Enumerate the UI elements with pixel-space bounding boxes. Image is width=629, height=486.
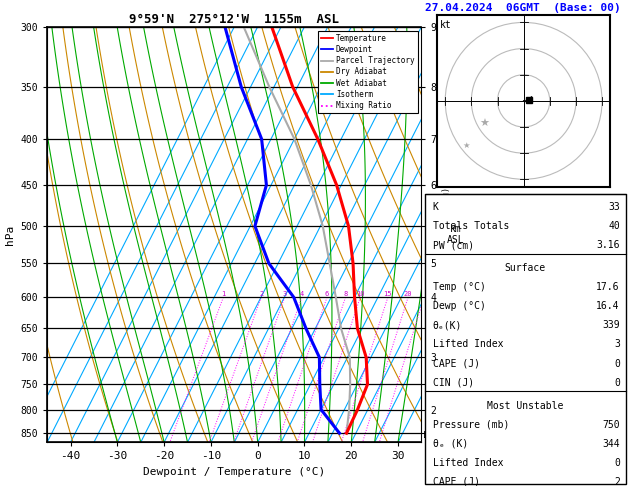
Text: 20: 20: [404, 291, 413, 297]
Text: 4: 4: [300, 291, 304, 297]
Text: 17.6: 17.6: [596, 282, 620, 292]
Text: ★: ★: [462, 141, 470, 150]
Text: 2: 2: [259, 291, 264, 297]
Text: kt: kt: [440, 20, 452, 30]
Text: 750: 750: [602, 419, 620, 430]
Text: Totals Totals: Totals Totals: [433, 221, 509, 231]
Text: 0: 0: [614, 359, 620, 368]
Text: CAPE (J): CAPE (J): [433, 359, 480, 368]
Text: 33: 33: [608, 202, 620, 212]
Text: 1: 1: [221, 291, 225, 297]
Text: 10: 10: [356, 291, 365, 297]
Text: 3.16: 3.16: [596, 240, 620, 250]
X-axis label: Dewpoint / Temperature (°C): Dewpoint / Temperature (°C): [143, 467, 325, 477]
Text: ★: ★: [479, 119, 489, 129]
Text: CIN (J): CIN (J): [433, 378, 474, 388]
Text: 0: 0: [614, 458, 620, 468]
Text: LCL: LCL: [423, 431, 439, 440]
Text: PW (cm): PW (cm): [433, 240, 474, 250]
Text: CAPE (J): CAPE (J): [433, 477, 480, 486]
Text: Temp (°C): Temp (°C): [433, 282, 486, 292]
Text: 6: 6: [325, 291, 329, 297]
Text: Most Unstable: Most Unstable: [487, 400, 564, 411]
Text: 16.4: 16.4: [596, 301, 620, 311]
Text: 40: 40: [608, 221, 620, 231]
Text: K: K: [433, 202, 438, 212]
Text: 0: 0: [614, 378, 620, 388]
Text: θₑ (K): θₑ (K): [433, 439, 468, 449]
Legend: Temperature, Dewpoint, Parcel Trajectory, Dry Adiabat, Wet Adiabat, Isotherm, Mi: Temperature, Dewpoint, Parcel Trajectory…: [318, 31, 418, 113]
Text: Dewp (°C): Dewp (°C): [433, 301, 486, 311]
Y-axis label: km
ASL: km ASL: [447, 224, 465, 245]
Y-axis label: hPa: hPa: [5, 225, 15, 244]
Text: 8: 8: [343, 291, 348, 297]
Text: 2: 2: [614, 477, 620, 486]
Text: 339: 339: [602, 320, 620, 330]
Text: Lifted Index: Lifted Index: [433, 458, 503, 468]
Text: θₑ(K): θₑ(K): [433, 320, 462, 330]
Text: Mixing Ratio (g/kg): Mixing Ratio (g/kg): [442, 187, 451, 282]
Text: Pressure (mb): Pressure (mb): [433, 419, 509, 430]
Text: 344: 344: [602, 439, 620, 449]
Text: Lifted Index: Lifted Index: [433, 339, 503, 349]
Text: 3: 3: [282, 291, 287, 297]
Text: 3: 3: [614, 339, 620, 349]
Title: 9°59'N  275°12'W  1155m  ASL: 9°59'N 275°12'W 1155m ASL: [130, 13, 339, 26]
Text: Surface: Surface: [504, 263, 546, 273]
Text: 27.04.2024  06GMT  (Base: 00): 27.04.2024 06GMT (Base: 00): [425, 3, 620, 14]
Text: 15: 15: [384, 291, 392, 297]
